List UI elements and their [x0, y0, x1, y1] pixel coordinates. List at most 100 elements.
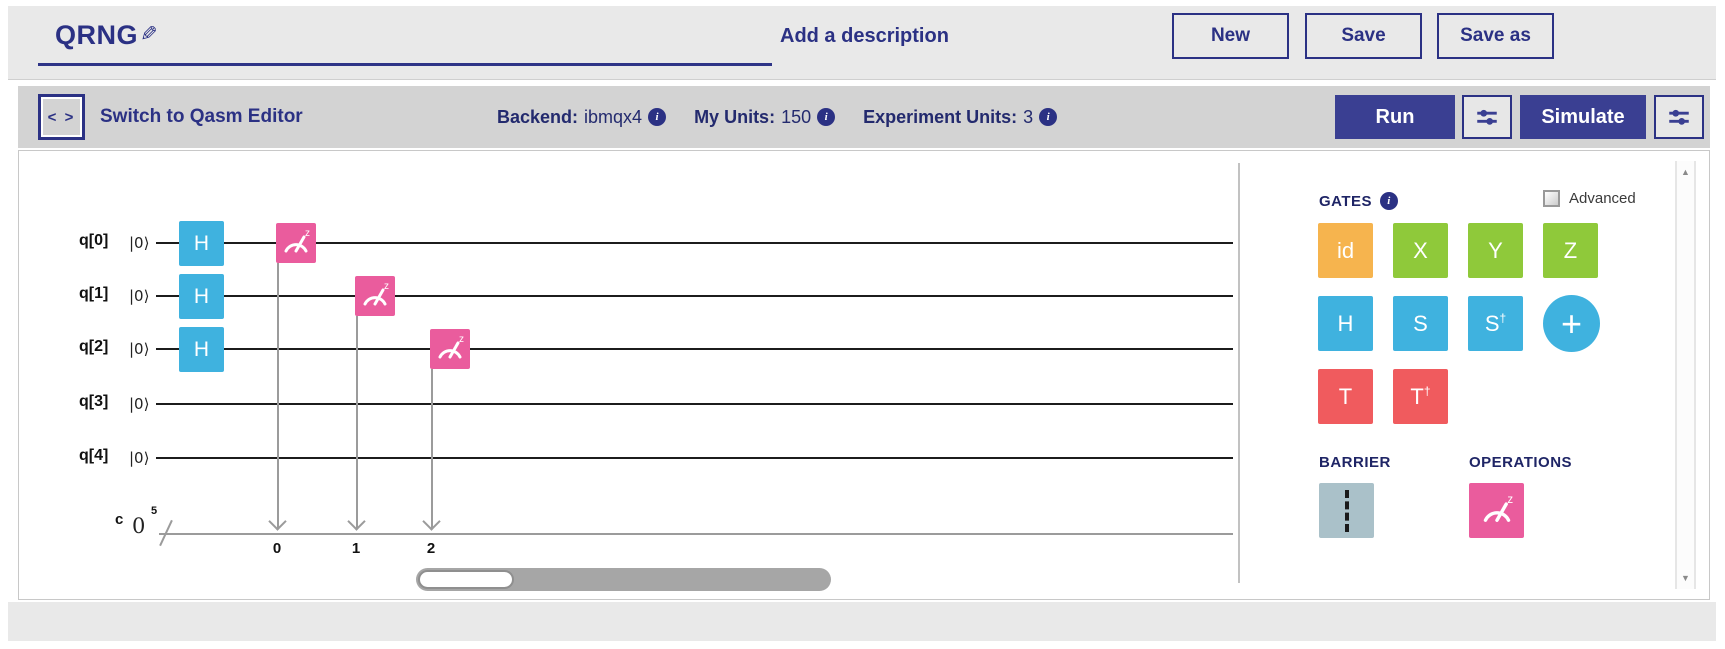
measure-line: [277, 263, 279, 529]
run-button[interactable]: Run: [1335, 95, 1455, 139]
h-gate-q2[interactable]: H: [179, 327, 224, 372]
measure-gate-q0[interactable]: z: [276, 223, 316, 263]
advanced-toggle: Advanced: [1543, 190, 1636, 207]
advanced-label: Advanced: [1569, 190, 1636, 207]
simulate-button[interactable]: Simulate: [1520, 95, 1646, 139]
save-as-button[interactable]: Save as: [1437, 13, 1554, 59]
measure-arrowhead: [422, 512, 441, 531]
save-button[interactable]: Save: [1305, 13, 1422, 59]
gate-label: T: [1338, 383, 1353, 409]
classical-wire: [159, 533, 1233, 535]
circuit-canvas: q[0] q[1] q[2] q[3] q[4] |0⟩ |0⟩ |0⟩ |0⟩…: [18, 150, 1710, 600]
palette-gate-s[interactable]: S: [1393, 296, 1448, 351]
barrier-section-header: BARRIER: [1319, 454, 1391, 471]
code-icon: < >: [47, 108, 76, 126]
edit-title-icon[interactable]: ✎: [140, 23, 158, 46]
plus-icon: +: [1560, 302, 1583, 344]
palette-barrier[interactable]: [1319, 483, 1374, 538]
classical-bit-label: 2: [426, 540, 436, 557]
my-units-value: 150: [781, 106, 812, 127]
advanced-checkbox[interactable]: [1543, 190, 1560, 207]
ket-zero-label: |0⟩: [129, 340, 150, 358]
palette-gate-t[interactable]: T: [1318, 369, 1373, 424]
backend-info-icon[interactable]: i: [648, 108, 667, 126]
classical-bit-label: 1: [351, 540, 361, 557]
qubit-label: q[2]: [79, 338, 109, 355]
page-title: QRNG: [55, 20, 138, 50]
add-description-button[interactable]: Add a description: [780, 25, 949, 47]
operations-section-header: OPERATIONS: [1469, 454, 1572, 471]
qubit-label: q[0]: [79, 232, 109, 249]
measure-arrowhead: [347, 512, 366, 531]
ket-zero-label: |0⟩: [129, 287, 150, 305]
qubit-wire: [156, 403, 1233, 405]
my-units-info-icon[interactable]: i: [817, 108, 836, 126]
simulate-settings-button[interactable]: [1654, 95, 1704, 139]
qubit-wire: [156, 295, 1233, 297]
qubit-label: q[4]: [79, 447, 109, 464]
vertical-scrollbar[interactable]: ▲ ▼: [1675, 161, 1696, 589]
classical-register-label: c: [115, 511, 124, 528]
ket-zero-label: |0⟩: [129, 449, 150, 467]
title-underline: [38, 63, 772, 66]
gate-label: id: [1336, 237, 1355, 263]
ket-zero-label: |0⟩: [129, 234, 150, 252]
palette-gate-h[interactable]: H: [1318, 296, 1373, 351]
palette-measure-operation[interactable]: z: [1469, 483, 1524, 538]
gate-label: Z: [1563, 237, 1578, 263]
qubit-label: q[3]: [79, 393, 109, 410]
backend-info: Backend: ibmqx4 i: [497, 106, 667, 128]
palette-gate-z[interactable]: Z: [1543, 223, 1598, 278]
h-gate-q0[interactable]: H: [179, 221, 224, 266]
palette-gate-id[interactable]: id: [1318, 223, 1373, 278]
experiment-units-value: 3: [1023, 106, 1034, 127]
qubit-wire: [156, 457, 1233, 459]
palette-gate-x[interactable]: X: [1393, 223, 1448, 278]
panel-divider: [1238, 163, 1240, 583]
scroll-up-icon[interactable]: ▲: [1681, 167, 1690, 177]
gates-title: GATES: [1319, 192, 1373, 210]
gate-label: H: [193, 284, 210, 308]
measure-line: [356, 316, 358, 529]
qubit-wire: [156, 242, 1233, 244]
add-gate-button[interactable]: +: [1543, 295, 1600, 352]
backend-label: Backend:: [497, 106, 579, 127]
measure-arrowhead: [268, 512, 287, 531]
scroll-down-icon[interactable]: ▼: [1681, 573, 1690, 583]
ket-zero-label: |0⟩: [129, 395, 150, 413]
gates-info-icon[interactable]: i: [1380, 192, 1399, 210]
classical-register-zero: 0: [132, 514, 146, 538]
measure-gate-q2[interactable]: z: [430, 329, 470, 369]
code-editor-toggle-button[interactable]: < >: [38, 94, 85, 140]
experiment-units-info-icon[interactable]: i: [1039, 108, 1058, 126]
footer-strip: [8, 602, 1716, 641]
palette-gate-y[interactable]: Y: [1468, 223, 1523, 278]
svg-text:z: z: [459, 334, 464, 345]
measure-gate-q1[interactable]: z: [355, 276, 395, 316]
h-gate-q1[interactable]: H: [179, 274, 224, 319]
units-info-strip: Backend: ibmqx4 i My Units: 150 i Experi…: [497, 86, 1058, 148]
measure-icon: z: [438, 334, 464, 359]
qubit-label: q[1]: [79, 285, 109, 302]
run-settings-button[interactable]: [1462, 95, 1512, 139]
qubit-wire: [156, 348, 1233, 350]
svg-text:z: z: [305, 228, 310, 239]
gate-label: H: [193, 337, 210, 361]
classical-register-size: 5: [151, 505, 158, 517]
measure-line: [431, 369, 433, 529]
palette-gate-t-dagger[interactable]: T †: [1393, 369, 1448, 424]
toolbar: < > Switch to Qasm Editor Backend: ibmqx…: [18, 86, 1710, 148]
gate-label: X: [1413, 237, 1428, 263]
operations-title: OPERATIONS: [1469, 454, 1573, 471]
sliders-icon: [1669, 109, 1689, 125]
header-bar: QRNG ✎ Add a description New Save Save a…: [8, 6, 1716, 80]
gate-label: S: [1413, 310, 1428, 336]
gate-label: Y: [1488, 237, 1503, 263]
new-button[interactable]: New: [1172, 13, 1289, 59]
horizontal-scrollbar-thumb[interactable]: [418, 570, 514, 589]
palette-gate-s-dagger[interactable]: S †: [1468, 296, 1523, 351]
my-units-info: My Units: 150 i: [694, 106, 836, 128]
measure-icon: z: [363, 281, 389, 306]
horizontal-scrollbar[interactable]: [416, 568, 831, 591]
switch-to-qasm-editor-link[interactable]: Switch to Qasm Editor: [100, 106, 303, 127]
